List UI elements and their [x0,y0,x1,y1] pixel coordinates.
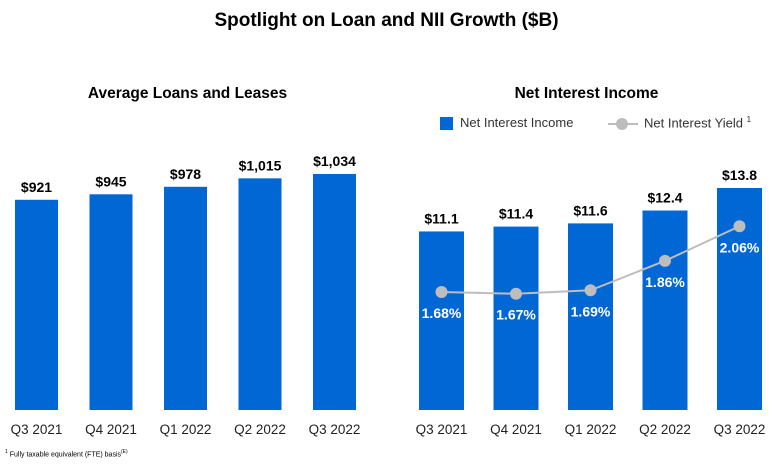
yield-point [659,254,671,267]
loans-bar [313,174,356,410]
legend-label-nii: Net Interest Income [460,115,574,130]
nii-value-label: $12.4 [647,190,682,206]
nii-x-tick-label: Q2 2022 [639,422,691,437]
nii-bar [419,231,464,410]
loans-value-label: $1,015 [239,157,282,173]
nii-x-tick-label: Q4 2021 [490,422,542,437]
loans-value-label: $978 [170,166,201,182]
footnote-marker: 1 [5,449,8,455]
legend-label-yield-text: Net Interest Yield [644,115,743,131]
nii-x-tick-label: Q3 2021 [416,422,468,437]
nii-value-label: $11.4 [499,206,533,222]
loans-panel-title: Average Loans and Leases [87,85,288,102]
nii-panel-title: Net Interest Income [514,85,659,102]
loans-bar [164,186,207,410]
loans-bar [15,199,58,410]
yield-point [510,287,522,300]
nii-value-label: $11.1 [424,210,458,226]
nii-bar [642,210,688,410]
loans-value-label: $921 [21,179,52,195]
footnote-ref: (E) [121,449,128,455]
loans-x-tick-label: Q4 2021 [85,422,137,437]
yield-value-label: 1.67% [496,307,536,323]
nii-x-tick-label: Q3 2022 [714,422,766,437]
legend-label-yield-sup: 1 [746,115,752,124]
footnote: 1 Fully taxable equivalent (FTE) basis(E… [5,449,128,458]
yield-point [435,286,448,298]
legend-swatch-bar [440,117,453,130]
loans-value-label: $1,034 [313,153,356,169]
footnote-text: Fully taxable equivalent (FTE) basis [9,451,122,459]
loans-x-tick-label: Q3 2021 [11,422,63,437]
loans-x-tick-label: Q3 2022 [309,422,361,437]
yield-value-label: 1.68% [422,305,462,321]
loans-value-label: $945 [95,173,126,189]
legend-label-yield: Net Interest Yield 1 [644,115,751,130]
nii-bar [493,226,539,410]
yield-value-label: 2.06% [720,239,760,255]
nii-value-label: $11.6 [573,202,607,218]
yield-point [584,284,597,297]
nii-x-tick-label: Q1 2022 [565,422,617,437]
chart-title: Spotlight on Loan and NII Growth ($B) [214,10,559,31]
yield-point [733,220,746,233]
yield-value-label: 1.69% [571,303,611,319]
legend-dot-marker [616,118,628,130]
nii-value-label: $13.8 [722,167,757,183]
loans-x-tick-label: Q1 2022 [160,422,212,437]
nii-bar [568,223,613,410]
loans-bar [238,178,282,410]
loans-bar [89,194,133,410]
loans-x-tick-label: Q2 2022 [234,422,286,437]
yield-value-label: 1.86% [645,274,685,290]
